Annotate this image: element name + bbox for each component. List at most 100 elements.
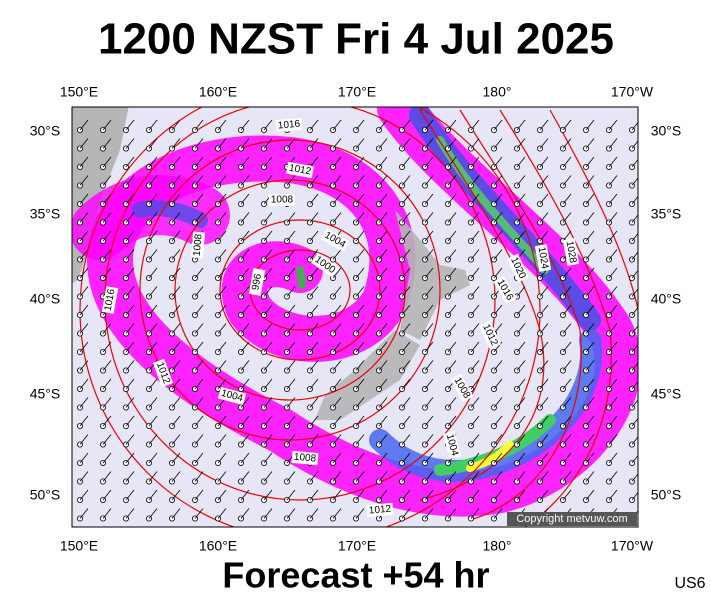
wind-barb [516, 175, 526, 186]
wind-barb [240, 138, 250, 149]
wind-barb [608, 397, 618, 408]
isobar-label-box [442, 430, 462, 460]
wind-barb [102, 249, 112, 260]
wind-barb [470, 286, 480, 297]
wind-barb [585, 397, 595, 408]
wind-barb [309, 230, 319, 242]
wind-barb [309, 267, 319, 279]
wind-barb [194, 360, 204, 371]
wind-barb [125, 360, 135, 371]
wind-barb [309, 138, 319, 149]
wind-barb [562, 489, 572, 501]
wind-barb [217, 415, 227, 427]
wind-barb [309, 434, 319, 445]
wind-barb [493, 119, 503, 131]
wind-barb [401, 434, 411, 445]
wind-barb [171, 138, 181, 149]
wind-barb [286, 267, 296, 279]
wind-barb [585, 175, 595, 186]
wind-barb [424, 378, 434, 390]
lat-label-right: 30°S [651, 123, 682, 139]
wind-barb [378, 434, 388, 445]
wind-barb [194, 397, 204, 408]
wind-barb [493, 249, 503, 260]
wind-barb [240, 397, 250, 408]
wind-barb [493, 434, 503, 445]
wind-barb [309, 397, 319, 408]
lat-label-right: 45°S [651, 386, 682, 402]
wind-barb [378, 304, 388, 316]
wind-barb [263, 323, 273, 334]
wind-barb [585, 471, 595, 482]
wind-barb [562, 267, 572, 279]
lat-label-right: 40°S [651, 291, 682, 307]
wind-barb [631, 269, 638, 279]
wind-barb [631, 380, 638, 390]
wind-barb [148, 378, 158, 390]
wind-barb [447, 508, 457, 519]
wind-barb [401, 489, 411, 501]
wind-barb [401, 452, 411, 464]
wind-barb [79, 415, 89, 427]
wind-barb [608, 489, 618, 501]
wind-barb [171, 249, 181, 260]
wind-barb [148, 230, 158, 242]
wind-barb [378, 323, 388, 334]
wind-barb [263, 249, 273, 260]
isobar-label-group: 996 [248, 268, 266, 296]
lon-label-top: 150°E [60, 84, 98, 100]
wind-barb [631, 417, 638, 427]
wind-barb [263, 286, 273, 297]
wind-barb [125, 193, 135, 205]
lon-label-bottom: 170°W [611, 538, 654, 554]
wind-barb [608, 193, 618, 205]
wind-barb [516, 230, 526, 242]
wind-barb [562, 212, 572, 223]
wind-barb [585, 138, 595, 149]
wind-barb [217, 175, 227, 186]
wind-barb [263, 138, 273, 149]
wind-barb [240, 452, 250, 464]
wind-barb [562, 378, 572, 390]
wind-barb [470, 415, 480, 427]
wind-barb [148, 341, 158, 353]
wind-barb [79, 489, 89, 501]
wind-barb [125, 452, 135, 464]
wind-barb [79, 471, 89, 482]
wind-barb [171, 452, 181, 464]
wind-barb [148, 138, 158, 149]
wind-barb [217, 471, 227, 482]
wind-barb [470, 304, 480, 316]
wind-barb [447, 397, 457, 408]
wind-barb [378, 156, 388, 168]
wind-barb [148, 304, 158, 316]
wind-barb [286, 323, 296, 334]
wind-barb [240, 119, 250, 131]
wind-barb [378, 341, 388, 353]
wind-barb [447, 193, 457, 205]
wind-barb [171, 156, 181, 168]
wind-barb [539, 452, 549, 464]
wind-barb [401, 212, 411, 223]
wind-barb [470, 378, 480, 390]
wind-barb [401, 267, 411, 279]
wind-barb [424, 267, 434, 279]
wind-barb [171, 323, 181, 334]
wind-barb [539, 230, 549, 242]
wind-barb [102, 119, 112, 131]
wind-barb [194, 138, 204, 149]
wind-barb [539, 304, 549, 316]
wind-barb [79, 193, 89, 205]
wind-barb [332, 397, 342, 408]
wind-barb [125, 508, 135, 519]
wind-barb [217, 212, 227, 223]
wind-barb [125, 156, 135, 168]
wind-barb [493, 341, 503, 353]
isobar-label-box [320, 228, 350, 252]
wind-barb [125, 249, 135, 260]
wind-barb [148, 119, 158, 131]
wind-barb [539, 175, 549, 186]
wind-barb [148, 323, 158, 334]
isobar-label-box [366, 502, 394, 518]
lat-label-left: 30°S [30, 123, 61, 139]
